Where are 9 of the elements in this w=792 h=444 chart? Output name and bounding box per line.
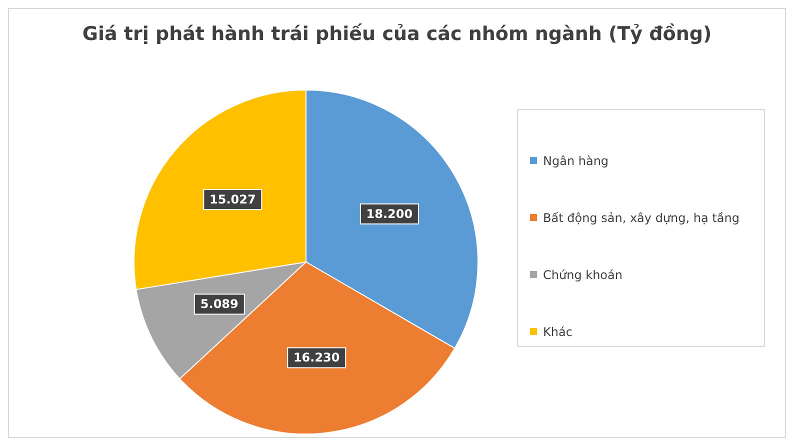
chart-title: Giá trị phát hành trái phiếu của các nhóm ngành (Tỷ đồng) xyxy=(81,23,713,45)
data-label: 18.200 xyxy=(366,206,413,221)
legend-label: Bất động sản, xây dựng, hạ tầng xyxy=(543,210,740,224)
data-label: 16.230 xyxy=(293,350,340,365)
legend-label: Chứng khoán xyxy=(543,268,622,282)
data-label: 5.089 xyxy=(200,297,238,312)
data-label: 15.027 xyxy=(210,192,256,207)
legend-label: Ngân hàng xyxy=(543,154,609,168)
legend-label: Khác xyxy=(543,324,572,338)
